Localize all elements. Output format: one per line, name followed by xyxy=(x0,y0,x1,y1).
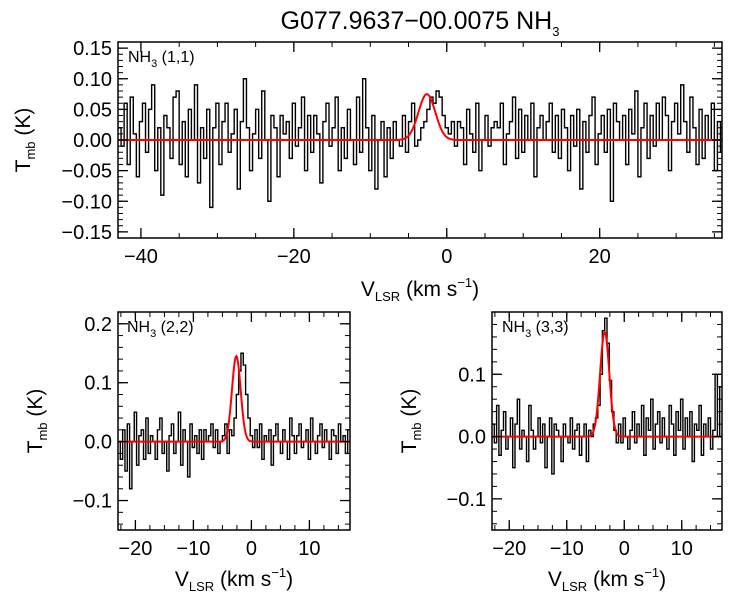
y-axis-title-main: T xyxy=(398,440,421,453)
y-axis-title: Tmb (K) xyxy=(24,389,50,454)
plot-frame xyxy=(491,311,723,531)
y-tick-label: 0.1 xyxy=(458,364,486,386)
spectrum-line xyxy=(492,317,722,475)
panel-label-rest: (3,3) xyxy=(531,319,568,336)
panel-label: NH3 (1,1) xyxy=(128,49,195,70)
x-axis-title: VLSR (km s−1) xyxy=(175,565,293,594)
x-axis-title-main: V xyxy=(548,568,562,591)
x-axis-title-subscript: LSR xyxy=(375,289,400,304)
panel-label-main: NH xyxy=(128,49,151,66)
y-tick-label: 0.15 xyxy=(73,38,112,60)
x-tick-label: 0 xyxy=(619,538,630,560)
x-axis-title-rest: (km s xyxy=(214,568,271,591)
x-axis-title-end: ) xyxy=(472,278,479,301)
x-tick-label: 20 xyxy=(589,246,611,268)
x-axis-title: VLSR (km s−1) xyxy=(361,275,479,304)
panel-label-subscript: 3 xyxy=(525,328,531,340)
y-tick-label: −0.1 xyxy=(447,489,486,511)
x-axis-title-rest: (km s xyxy=(587,568,644,591)
y-axis-title-rest: (K) xyxy=(24,389,47,423)
y-tick-label: 0.10 xyxy=(73,69,112,91)
gaussian-fit-line xyxy=(118,93,722,141)
y-axis-title-rest: (K) xyxy=(12,108,35,142)
panel-label-subscript: 3 xyxy=(150,328,156,340)
y-axis-title-subscript: mb xyxy=(23,141,38,159)
panel-label-rest: (1,1) xyxy=(157,49,194,66)
panel-nh3-11: −40 −20 0 20 −0.15 −0.10 −0.05 0.00 0.05 0.10 0.15… xyxy=(12,38,723,304)
y-axis-title-subscript: mb xyxy=(409,422,424,440)
panel-label-rest: (2,2) xyxy=(156,319,193,336)
y-tick-label: −0.15 xyxy=(61,222,112,244)
y-axis-title-rest: (K) xyxy=(398,389,421,423)
x-axis-title-superscript: −1 xyxy=(457,275,472,290)
y-tick-label: −0.10 xyxy=(61,191,112,213)
x-axis-title-superscript: −1 xyxy=(644,565,659,580)
y-tick-label: 0.05 xyxy=(73,99,112,121)
y-axis-title-main: T xyxy=(12,159,35,172)
y-axis-title: Tmb (K) xyxy=(398,389,424,454)
x-axis-title-rest: (km s xyxy=(400,278,457,301)
x-tick-label: −20 xyxy=(277,246,311,268)
gaussian-fit-line xyxy=(118,354,350,443)
x-axis-title-end: ) xyxy=(286,568,293,591)
y-tick-label: 0.2 xyxy=(84,314,112,336)
y-tick-label: −0.1 xyxy=(73,491,112,513)
panel-nh3-33: −20 −10 0 10 −0.1 0.0 0.1 NH3 (3,3) VLSR (km s−1… xyxy=(398,311,723,594)
y-tick-label: 0.0 xyxy=(458,427,486,449)
figure-title-main: G077.9637−00.0075 NH xyxy=(281,7,553,35)
x-tick-label: −20 xyxy=(492,538,526,560)
spectrum-line xyxy=(118,352,350,490)
y-tick-label: 0.00 xyxy=(73,130,112,152)
plot-frame xyxy=(117,311,351,531)
x-tick-label: −10 xyxy=(550,538,584,560)
x-axis-title-subscript: LSR xyxy=(189,579,214,594)
panel-label-subscript: 3 xyxy=(151,58,157,70)
spectrum-line xyxy=(118,78,722,209)
x-axis-title-subscript: LSR xyxy=(562,579,587,594)
panel-nh3-22: −20 −10 0 10 −0.1 0.0 0.1 0.2 NH3 (2,2) VLSR (km … xyxy=(24,311,351,594)
x-tick-label: −40 xyxy=(124,246,158,268)
y-axis-title: Tmb (K) xyxy=(12,108,38,173)
gaussian-fit-line xyxy=(492,330,722,438)
x-axis-title-main: V xyxy=(361,278,375,301)
x-tick-label: 0 xyxy=(441,246,452,268)
panel-label: NH3 (2,2) xyxy=(127,319,194,340)
y-axis-title-subscript: mb xyxy=(35,422,50,440)
x-tick-label: −10 xyxy=(176,538,210,560)
x-axis-title: VLSR (km s−1) xyxy=(548,565,666,594)
x-tick-label: −20 xyxy=(118,538,152,560)
panel-label-main: NH xyxy=(502,319,525,336)
panel-label: NH3 (3,3) xyxy=(502,319,569,340)
figure-title: G077.9637−00.0075 NH3 xyxy=(281,7,560,39)
x-axis-title-superscript: −1 xyxy=(271,565,286,580)
y-tick-label: 0.1 xyxy=(84,373,112,395)
y-axis-title-main: T xyxy=(24,440,47,453)
x-axis-title-main: V xyxy=(175,568,189,591)
x-axis-title-end: ) xyxy=(659,568,666,591)
panel-label-main: NH xyxy=(127,319,150,336)
x-tick-label: 0 xyxy=(246,538,257,560)
x-tick-label: 10 xyxy=(298,538,320,560)
x-tick-label: 10 xyxy=(671,538,693,560)
y-tick-label: −0.05 xyxy=(61,161,112,183)
y-tick-label: 0.0 xyxy=(84,432,112,454)
figure-title-subscript: 3 xyxy=(552,24,559,39)
